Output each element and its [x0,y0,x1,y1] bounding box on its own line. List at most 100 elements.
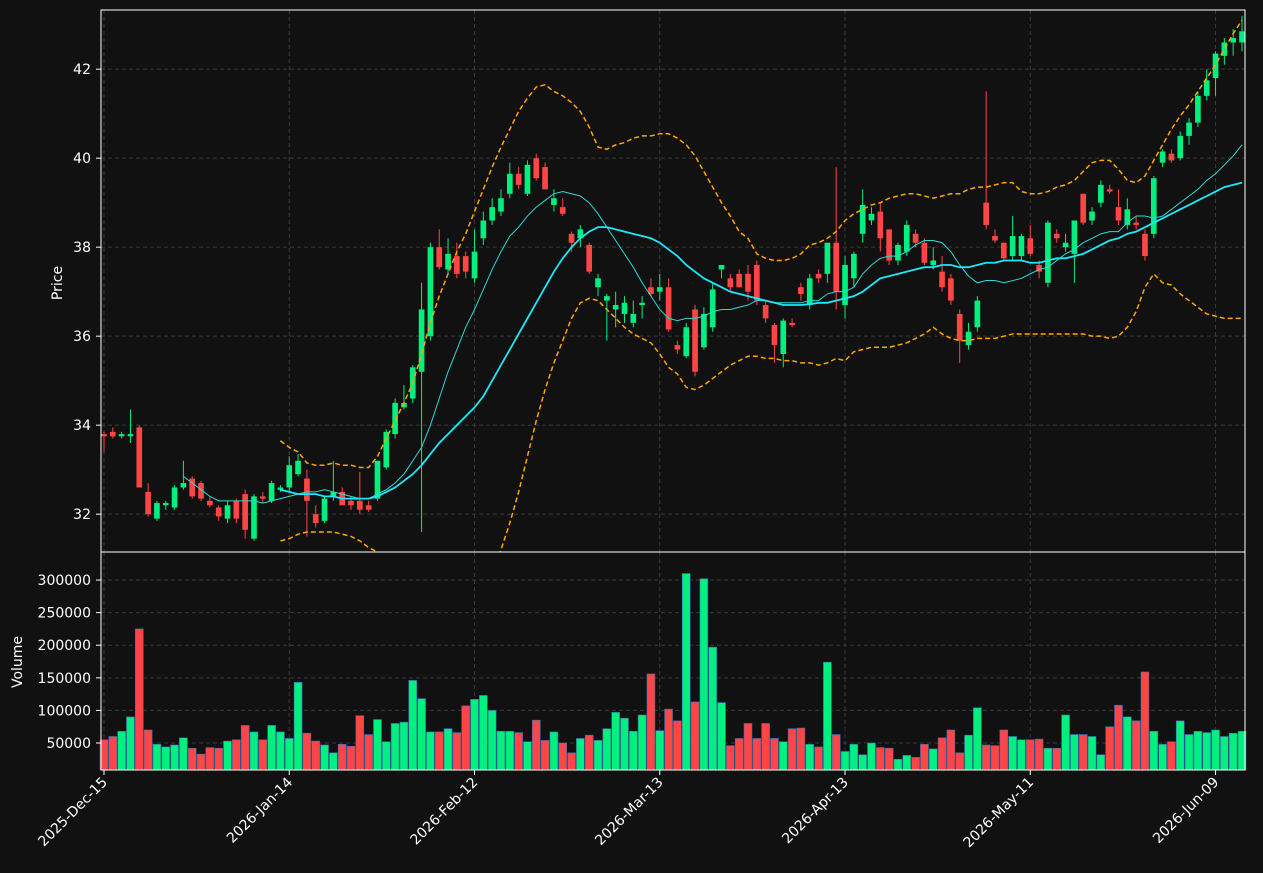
candle-body [1168,153,1175,161]
candle-body [1071,220,1078,254]
volume-bar [840,751,850,771]
volume-bar [143,729,153,771]
volume-bar [1087,736,1097,771]
candle-body [233,500,240,519]
candle-body [551,198,557,205]
candle-body [198,483,204,499]
volume-bar [232,739,241,771]
candle-body [842,264,848,306]
volume-bar [1175,720,1185,771]
x-tick-label: 2025-Dec-15 [35,775,110,850]
volume-bar [937,737,947,771]
volume-bar [1220,736,1229,771]
volume-bar [867,742,876,771]
candle-body [992,236,998,241]
y-axis-label: Price [50,266,66,300]
candle-body [304,478,310,501]
candle-body [1239,31,1245,43]
candle-body [1186,122,1192,136]
volume-bar [814,746,823,771]
x-tick-label: 2026-Mar-13 [592,775,666,849]
candle-body [1080,193,1087,223]
y-tick-label: 200000 [38,638,91,654]
volume-bar [708,646,717,771]
volume-bar [770,738,779,771]
candle-body [903,224,910,252]
volume-bar [1140,671,1150,771]
volume-bar [108,736,118,771]
candle-body [683,327,690,357]
volume-bar [584,734,594,771]
candle-body [621,302,628,314]
volume-bar [293,682,303,771]
volume-bar [646,673,656,771]
volume-bar [1184,734,1194,771]
candle-body [1036,264,1042,272]
volume-bar [1096,754,1106,771]
volume-bar [567,752,576,771]
candle-body [1062,242,1069,248]
y-tick-label: 250000 [38,606,91,622]
candle-body [895,244,901,261]
candle-body [877,211,884,239]
candle-body [251,496,257,539]
candle-body [1124,209,1131,225]
candle-body [648,287,654,294]
candle-body [595,278,601,288]
candle-body [401,402,407,408]
volume-bar [434,731,444,771]
candle-body [1018,236,1025,257]
candle-body [771,325,778,346]
volume-bar [858,754,867,771]
volume-bar [240,725,250,771]
candle-body [506,173,513,194]
candle-body [365,505,372,510]
candle-body [833,242,840,292]
volume-bar [699,578,709,771]
candle-body [1177,135,1184,159]
candle-body [718,264,725,270]
volume-bar [267,725,276,771]
candle-body [357,500,363,510]
candle-body [956,313,963,341]
volume-bar [223,740,232,771]
volume-bar [487,710,497,771]
volume-bar [408,680,418,771]
volume-bar [346,745,356,771]
volume-bar [664,708,673,771]
candle-body [709,289,716,328]
volume-bar [170,744,179,771]
y-tick-label: 32 [73,507,91,523]
volume-bar [135,628,144,771]
volume-bar [893,759,903,771]
y-axis-label: Volume [10,636,26,688]
volume-bar [823,661,832,771]
candle-body [604,296,610,301]
candle-body [542,167,548,190]
volume-bar [1114,704,1123,771]
volume-bar [443,728,453,771]
y-tick-label: 50000 [46,736,91,752]
volume-bar [743,723,753,771]
candle-body [974,300,981,328]
indicator-line [279,19,1243,469]
volume-bar [514,732,523,771]
labels: 32 34 36 38 40 42 50000 100000 150000 200000 25000… [35,62,1222,851]
x-tick-label: 2026-Jun-09 [1150,775,1222,847]
volume-bar [779,741,788,771]
candle-body [436,247,443,268]
volume-bar [1052,747,1062,771]
y-tick-label: 38 [73,240,91,256]
candle-body [1195,95,1201,123]
candle-body [445,253,451,270]
volume-bar [920,744,929,771]
volume-bar [461,705,470,771]
volume-bar [355,715,365,771]
volume-bar [981,744,991,771]
candle-body [1000,242,1007,259]
volume-bar [452,732,462,771]
volume-bar [964,734,973,771]
candle-body [277,487,284,490]
candle-body [745,273,751,292]
candle-body [427,247,434,337]
